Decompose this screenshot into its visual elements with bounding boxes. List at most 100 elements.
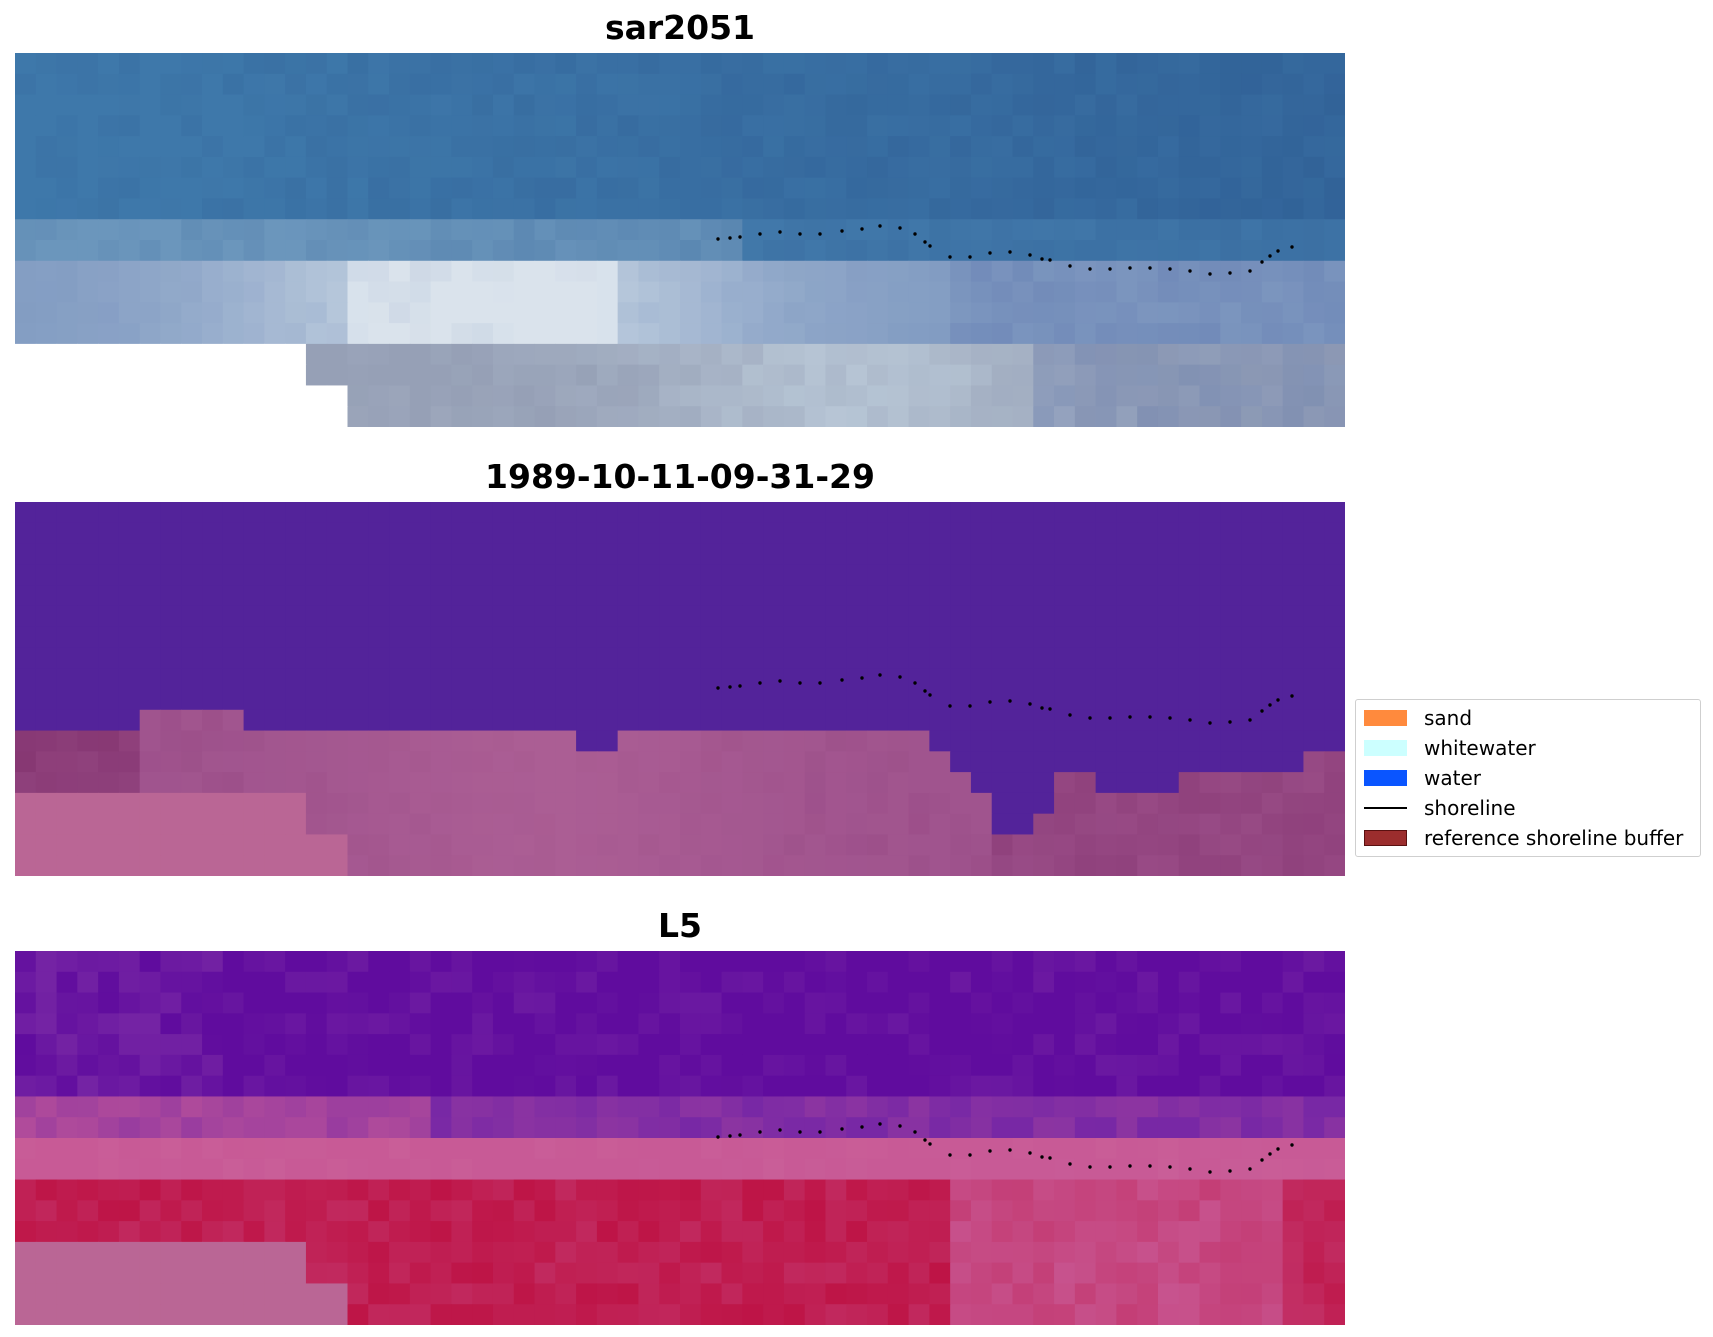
shoreline-swatch xyxy=(1364,807,1407,809)
shoreline-point xyxy=(1248,718,1252,722)
shoreline-point xyxy=(1188,269,1192,273)
shoreline-point xyxy=(778,1128,782,1132)
shoreline-point xyxy=(798,1130,802,1134)
shoreline-point xyxy=(948,255,952,259)
legend-item-sand: sand xyxy=(1364,707,1472,729)
shoreline-point xyxy=(738,235,742,239)
shoreline-point xyxy=(1268,254,1272,258)
shoreline-point xyxy=(1068,264,1072,268)
shoreline-point xyxy=(818,1130,822,1134)
shoreline-point xyxy=(1108,716,1112,720)
shoreline-point xyxy=(898,1124,902,1128)
shoreline-point xyxy=(898,226,902,230)
shoreline-point xyxy=(1088,716,1092,720)
shoreline-point xyxy=(798,681,802,685)
shoreline-point xyxy=(1028,702,1032,706)
shoreline-point xyxy=(1040,257,1044,261)
shoreline-point xyxy=(798,232,802,236)
shoreline-point xyxy=(1248,269,1252,273)
legend-item-water: water xyxy=(1364,767,1481,789)
shoreline-point xyxy=(913,681,917,685)
shoreline-point xyxy=(1040,1155,1044,1159)
classified-image xyxy=(15,502,1345,876)
shoreline-point xyxy=(840,1127,844,1131)
shoreline-point xyxy=(738,684,742,688)
shoreline-point xyxy=(1268,703,1272,707)
shoreline-point xyxy=(860,676,864,680)
legend: sand whitewater water shoreline referenc… xyxy=(1355,699,1701,857)
shoreline-point xyxy=(1188,1167,1192,1171)
shoreline-dots xyxy=(716,224,1294,276)
shoreline-point xyxy=(1128,715,1132,719)
shoreline-point xyxy=(1276,698,1280,702)
shoreline-point xyxy=(1260,709,1264,713)
shoreline-point xyxy=(818,681,822,685)
shoreline-point xyxy=(1108,1165,1112,1169)
shoreline-point xyxy=(1276,249,1280,253)
shoreline-point xyxy=(1268,1152,1272,1156)
shoreline-point xyxy=(1028,253,1032,257)
shoreline-point xyxy=(1068,1162,1072,1166)
shoreline-point xyxy=(968,704,972,708)
index-image-panel xyxy=(15,951,1345,1325)
shoreline-point xyxy=(1260,1158,1264,1162)
shoreline-point xyxy=(948,704,952,708)
panel-title-classified: 1989-10-11-09-31-29 xyxy=(485,457,875,496)
legend-label-reference-buffer: reference shoreline buffer xyxy=(1424,826,1684,850)
shoreline-point xyxy=(1040,706,1044,710)
shoreline-point xyxy=(1048,707,1052,711)
sand-swatch xyxy=(1364,710,1407,726)
shoreline-point xyxy=(988,700,992,704)
shoreline-point xyxy=(928,693,932,697)
shoreline-point xyxy=(1290,245,1294,249)
whitewater-swatch xyxy=(1364,740,1407,756)
shoreline-point xyxy=(878,673,882,677)
legend-label-whitewater: whitewater xyxy=(1424,736,1536,760)
shoreline-point xyxy=(1128,266,1132,270)
shoreline-point xyxy=(1028,1151,1032,1155)
legend-label-water: water xyxy=(1424,766,1481,790)
shoreline-point xyxy=(1248,1167,1252,1171)
shoreline-point xyxy=(923,240,927,244)
shoreline-point xyxy=(778,230,782,234)
shoreline-dots xyxy=(716,1122,1294,1174)
shoreline-point xyxy=(728,1134,732,1138)
legend-item-reference-buffer: reference shoreline buffer xyxy=(1364,827,1683,849)
shoreline-point xyxy=(913,232,917,236)
shoreline-point xyxy=(948,1153,952,1157)
shoreline-point xyxy=(1008,699,1012,703)
shoreline-point xyxy=(840,229,844,233)
shoreline-point xyxy=(923,689,927,693)
shoreline-point xyxy=(913,1130,917,1134)
shoreline-point xyxy=(1290,694,1294,698)
shoreline-point xyxy=(758,681,762,685)
shoreline-point xyxy=(1088,1165,1092,1169)
shoreline-point xyxy=(1168,267,1172,271)
shoreline-point xyxy=(1008,250,1012,254)
shoreline-point xyxy=(1108,267,1112,271)
shoreline-point xyxy=(878,1122,882,1126)
legend-item-shoreline: shoreline xyxy=(1364,797,1516,819)
shoreline-point xyxy=(988,251,992,255)
shoreline-point xyxy=(738,1133,742,1137)
legend-label-shoreline: shoreline xyxy=(1424,796,1516,820)
shoreline-point xyxy=(778,679,782,683)
shoreline-point xyxy=(1168,716,1172,720)
shoreline-point xyxy=(728,685,732,689)
shoreline-point xyxy=(860,1125,864,1129)
shoreline-point xyxy=(1260,260,1264,264)
shoreline-point xyxy=(1148,715,1152,719)
shoreline-point xyxy=(1148,1164,1152,1168)
shoreline-point xyxy=(968,1153,972,1157)
shoreline-point xyxy=(1008,1148,1012,1152)
panel-title-index: L5 xyxy=(658,906,702,945)
shoreline-point xyxy=(716,1135,720,1139)
shoreline-point xyxy=(1228,271,1232,275)
shoreline-point xyxy=(818,232,822,236)
rgb-image-panel xyxy=(15,53,1345,427)
shoreline-point xyxy=(898,675,902,679)
shoreline-point xyxy=(1208,1170,1212,1174)
shoreline-point xyxy=(1168,1165,1172,1169)
rgb-image xyxy=(15,53,1345,427)
water-swatch xyxy=(1364,770,1407,786)
